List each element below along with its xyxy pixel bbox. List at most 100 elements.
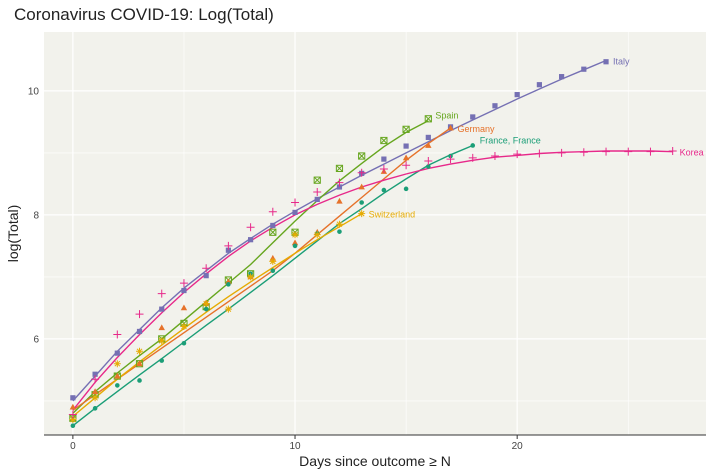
series-line [72,120,429,414]
data-point [668,147,677,156]
series-label: Germany [458,124,496,134]
y-axis-title: log(Total) [5,205,21,263]
series-line [72,127,451,411]
data-point [92,406,98,411]
data-point [136,360,143,367]
data-point [70,395,76,401]
data-point [535,149,544,158]
data-point [336,197,343,204]
y-tick-label: 6 [33,334,39,345]
series-label: Spain [435,111,458,121]
data-point [91,394,99,402]
data-point [181,340,187,346]
data-point [424,156,433,165]
data-point [225,247,231,253]
data-point [69,416,77,423]
data-point [246,223,255,232]
data-point [381,156,387,162]
data-point [114,372,121,379]
data-point [247,237,254,243]
series-label: Switzerland [369,210,416,220]
data-point [135,310,144,319]
data-point [357,168,366,177]
data-point [91,375,100,384]
data-point [158,337,166,345]
x-axis-ticks: 0 10 20 [70,435,523,452]
data-point [424,115,432,123]
data-point [359,200,364,205]
data-point [403,186,409,192]
data-point [581,66,587,72]
data-point [70,423,76,429]
data-point [269,228,277,236]
data-point [490,152,499,160]
data-point [180,323,188,330]
data-point [602,147,611,156]
x-axis-title: Days since outcome ≥ N [299,453,451,469]
data-point [402,154,410,161]
data-point [136,328,143,335]
data-point [137,378,142,383]
data-point [159,306,165,312]
series-line [72,213,363,417]
data-point [202,300,210,308]
data-point [115,383,120,388]
data-point [492,103,498,109]
data-point [268,207,277,216]
x-tick-label: 20 [512,441,524,452]
data-point [603,59,609,65]
data-point [426,164,431,169]
data-point [470,114,476,120]
data-point [358,183,365,190]
series-line [72,144,473,427]
data-points [68,59,677,429]
data-point [291,198,300,207]
data-point [113,360,121,368]
data-point [92,371,98,377]
x-tick-label: 0 [70,441,76,452]
data-point [226,282,231,287]
series-label: Korea [680,148,704,158]
series-label: France, France [480,135,541,145]
data-point [403,143,409,149]
data-point [180,304,188,311]
data-point [270,222,276,229]
data-point [557,148,566,157]
x-tick-label: 10 [289,441,301,452]
data-point [224,305,232,313]
data-point [514,92,520,98]
data-point [425,142,432,148]
data-point [313,231,321,239]
data-point [270,268,276,274]
data-point [291,239,299,246]
plot-panel [44,32,706,435]
data-point [68,410,77,419]
data-point [624,147,633,156]
data-point [313,187,322,196]
series-label: Italy [613,57,630,67]
data-point [224,241,233,250]
data-point [335,164,344,173]
data-point [336,184,343,190]
grid-lines [44,32,706,435]
data-point [91,388,99,394]
series-line [72,150,673,411]
data-point [335,220,343,228]
data-point [203,273,209,279]
data-point [646,147,655,156]
y-tick-label: 8 [33,210,39,221]
data-point [468,153,477,162]
data-point [181,287,187,294]
data-point [292,243,298,249]
data-point [292,209,298,216]
data-point [470,143,476,148]
data-point [358,152,366,160]
data-point [358,210,366,218]
data-point [579,148,588,157]
data-point [114,350,120,356]
data-point [381,187,387,193]
data-point [157,289,166,298]
